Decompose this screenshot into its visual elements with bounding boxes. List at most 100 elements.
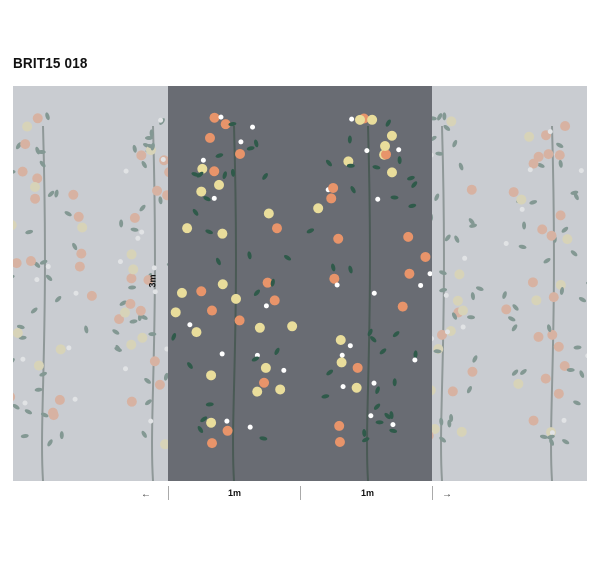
leaf	[443, 124, 451, 131]
orange-fruit	[25, 256, 36, 267]
orange-fruit	[135, 305, 146, 316]
leaf	[274, 347, 280, 356]
height-dimension-label: 3m	[147, 274, 158, 288]
leaf	[39, 371, 47, 377]
leaf	[470, 292, 475, 301]
lemon-fruit	[260, 362, 271, 373]
lemon-fruit	[13, 327, 23, 338]
mural-extension-right	[432, 86, 587, 481]
blossom	[66, 345, 72, 351]
orange-fruit	[76, 248, 87, 259]
leaf	[570, 190, 579, 195]
leaf	[270, 278, 275, 287]
leaf	[205, 402, 214, 407]
blossom	[443, 292, 449, 298]
lemon-fruit	[176, 287, 187, 298]
blossom	[123, 168, 129, 174]
orange-fruit	[152, 185, 163, 196]
leaf	[148, 332, 157, 337]
leaf	[558, 159, 563, 168]
orange-fruit	[234, 315, 245, 326]
leaf	[45, 274, 53, 281]
blossom	[554, 152, 560, 158]
leaf	[149, 129, 154, 138]
lemon-fruit	[457, 305, 468, 316]
leaf	[145, 146, 153, 153]
blossom	[432, 152, 434, 158]
lemon-fruit	[531, 295, 542, 306]
blossom	[135, 235, 141, 241]
lemon-fruit	[197, 163, 208, 174]
orange-fruit	[447, 386, 458, 397]
leaf	[141, 430, 147, 438]
leaf	[13, 358, 15, 365]
leaf	[397, 156, 402, 165]
blossom	[151, 265, 157, 271]
lemon-fruit	[351, 382, 362, 393]
lemon-fruit	[336, 357, 347, 368]
orange-fruit	[559, 361, 570, 372]
leaf	[39, 160, 46, 168]
orange-fruit	[333, 233, 344, 244]
blossom	[527, 167, 533, 173]
leaf	[511, 369, 519, 376]
leaf	[203, 196, 211, 202]
leaf	[33, 261, 41, 268]
leaf	[16, 324, 25, 330]
leaf	[163, 372, 168, 381]
leaf	[348, 265, 353, 274]
lemon-fruit	[367, 114, 378, 125]
leaf	[196, 171, 204, 178]
dimension-tick	[300, 486, 301, 500]
leaf	[467, 315, 476, 320]
lemon-fruit	[206, 417, 217, 428]
orange-fruit	[13, 258, 22, 269]
leaf	[159, 118, 165, 125]
leaf	[549, 438, 555, 446]
lemon-fruit	[128, 264, 139, 275]
lemon-fruit	[217, 279, 228, 290]
leaf	[246, 146, 255, 151]
lemon-fruit	[22, 121, 33, 132]
leaf	[141, 160, 147, 169]
lemon-fruit	[445, 325, 456, 336]
blossom	[72, 396, 78, 402]
blossom	[427, 271, 432, 277]
leaf	[146, 143, 155, 149]
lemon-fruit	[386, 130, 397, 141]
lemon-fruit	[287, 321, 298, 332]
lemon-fruit	[446, 116, 457, 127]
leaf	[561, 226, 569, 233]
leaf	[259, 436, 268, 441]
leaf	[35, 146, 40, 155]
tree-trunk	[550, 125, 555, 481]
blossom	[375, 196, 381, 202]
leaf	[144, 377, 151, 384]
leaf	[546, 324, 552, 333]
blossom	[339, 352, 345, 358]
leaf	[407, 175, 415, 181]
arrow-left-icon: ←	[141, 489, 151, 500]
lemon-fruit	[432, 423, 440, 434]
lemon-fruit	[432, 385, 436, 396]
lemon-fruit	[55, 344, 66, 355]
leaf	[466, 385, 472, 394]
blossom	[460, 324, 466, 330]
lemon-fruit	[335, 334, 346, 345]
leaf	[205, 229, 213, 235]
orange-fruit	[537, 224, 548, 235]
orange-fruit	[114, 314, 125, 325]
leaf	[84, 325, 89, 334]
orange-fruit	[543, 149, 554, 160]
leaf	[24, 409, 33, 415]
leaf	[54, 189, 59, 198]
leaf	[586, 281, 587, 286]
lemon-fruit	[524, 131, 535, 142]
lemon-fruit	[562, 234, 573, 245]
leaf	[142, 142, 151, 148]
leaf	[439, 436, 447, 443]
orange-fruit	[196, 286, 207, 297]
orange-fruit	[501, 304, 512, 315]
lemon-fruit	[254, 322, 265, 333]
lemon-fruit	[214, 179, 225, 190]
